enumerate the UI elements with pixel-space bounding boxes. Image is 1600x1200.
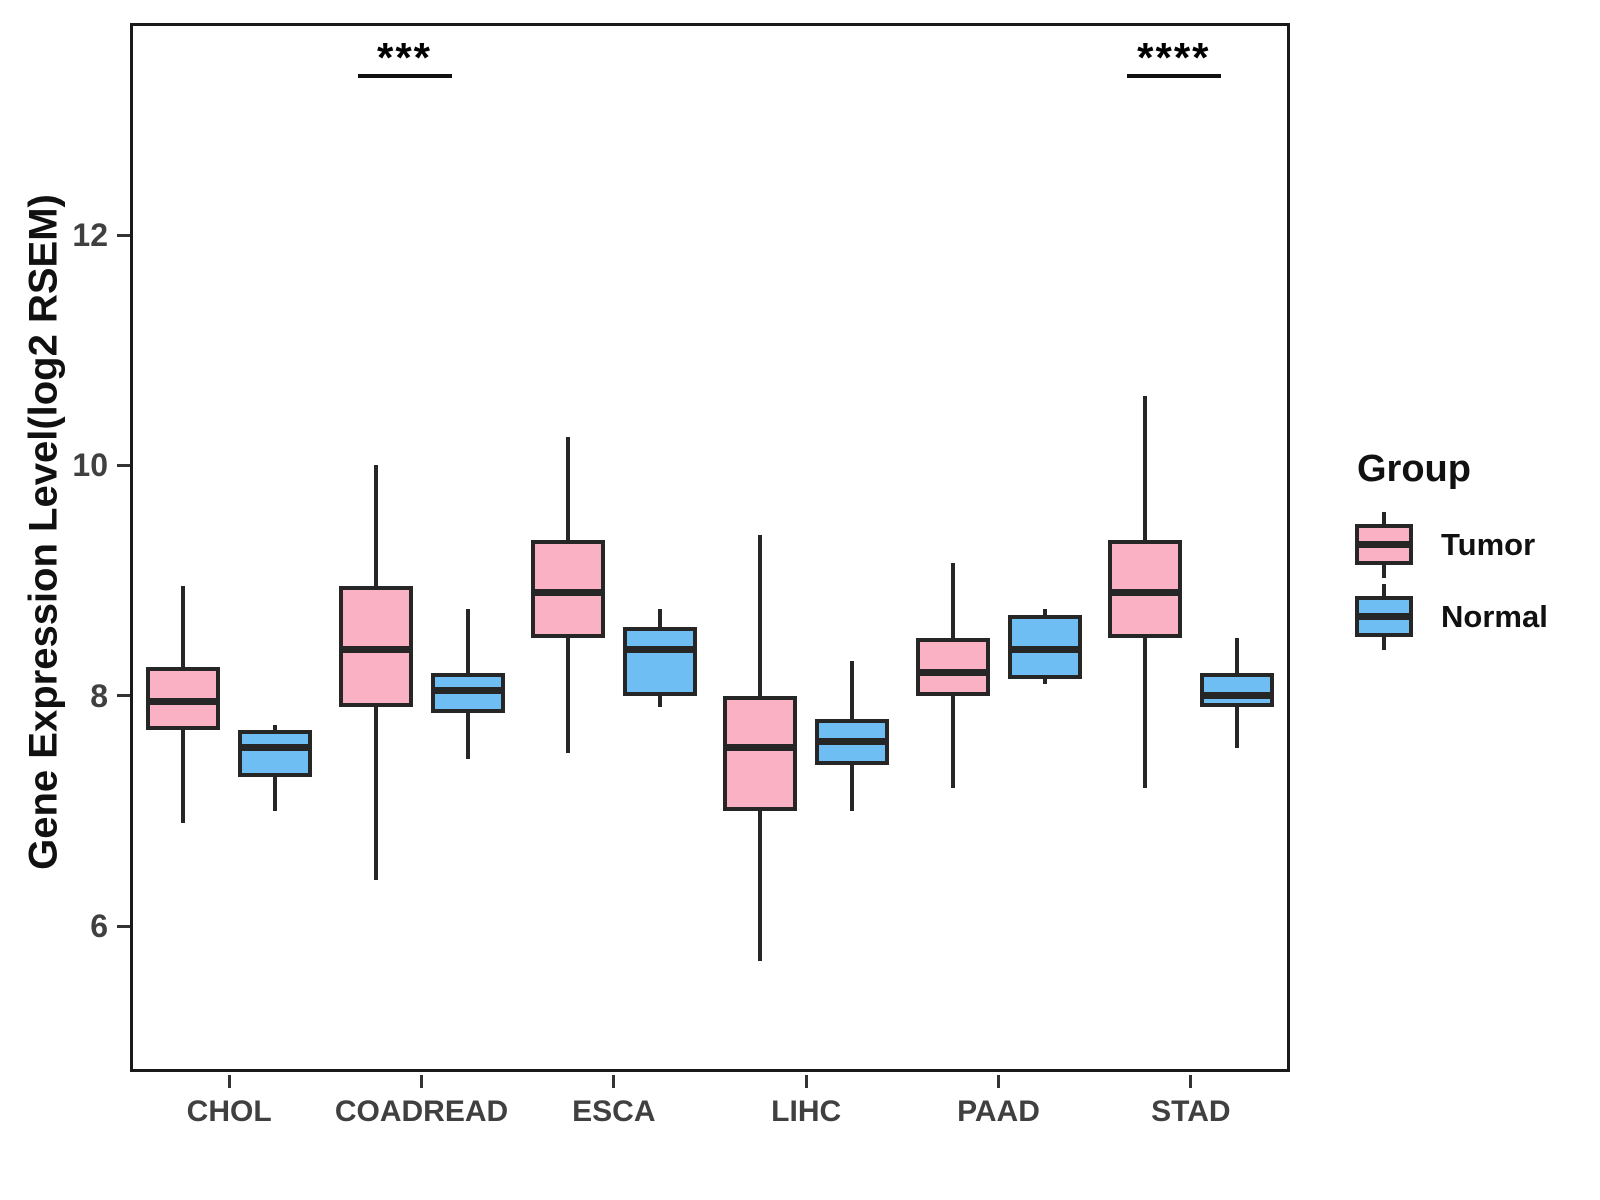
boxplot-median-normal-esca [626,646,693,654]
legend-label-tumor: Tumor [1441,527,1536,562]
legend-key-whisker-bottom [1382,637,1386,650]
plot-panel: *** **** [130,23,1290,1072]
boxplot-box-normal-chol [238,730,313,777]
significance-label-coadread: *** [376,34,433,81]
x-tick-mark-lihc [804,1075,808,1088]
boxplot-box-normal-paad [1007,615,1082,679]
boxplot-median-tumor-coadread [342,646,409,654]
boxplot-box-tumor-coadread [338,586,413,708]
significance-line-coadread [357,74,452,78]
boxplot-box-tumor-lihc [723,695,798,812]
legend-key-median [1359,541,1409,548]
x-tick-label-chol: CHOL [186,1095,272,1128]
boxplot-median-tumor-chol [150,698,217,706]
y-tick-mark-8 [117,694,130,698]
boxplot-box-tumor-stad [1107,540,1182,639]
boxplot-median-tumor-esca [534,588,601,596]
legend-title: Group [1357,448,1471,490]
boxplot-box-tumor-paad [915,638,990,696]
boxplot-median-tumor-lihc [727,744,794,752]
y-tick-mark-10 [117,463,130,467]
boxplot-box-tumor-chol [146,667,221,731]
legend: Group Tumor Normal [1355,448,1600,653]
x-tick-label-esca: ESCA [572,1095,656,1128]
boxplot-box-tumor-esca [530,540,605,639]
boxplot-box-normal-stad [1199,672,1274,708]
boxplot-box-normal-esca [622,626,697,696]
legend-key-median [1359,613,1409,620]
y-tick-label-6: 6 [90,908,108,945]
x-tick-mark-stad [1189,1075,1193,1088]
x-tick-label-coadread: COADREAD [334,1095,509,1128]
x-tick-label-lihc: LIHC [771,1095,842,1128]
boxplot-median-normal-coadread [434,686,501,694]
boxplot-median-normal-chol [242,744,309,752]
x-tick-mark-esca [612,1075,616,1088]
boxplot-median-tumor-stad [1111,588,1178,596]
x-tick-mark-coadread [420,1075,423,1088]
significance-line-stad [1126,74,1221,78]
boxplot-median-tumor-paad [919,669,986,677]
y-tick-mark-12 [117,233,130,237]
legend-key-whisker-top [1382,584,1386,597]
legend-label-normal: Normal [1441,599,1548,634]
legend-key-whisker-top [1382,512,1386,525]
legend-row-normal: Normal [1355,581,1600,653]
legend-key-whisker-bottom [1382,565,1386,578]
boxplot-median-normal-stad [1203,692,1270,700]
legend-key-box-tumor [1355,524,1413,565]
boxplot-box-normal-coadread [430,672,505,714]
boxplot-median-normal-lihc [819,738,886,746]
boxplot-median-normal-paad [1011,646,1078,654]
legend-key-boxplot-icon-tumor [1355,512,1413,578]
x-tick-label-paad: PAAD [957,1095,1040,1128]
x-tick-mark-paad [997,1075,1000,1088]
y-axis-title: Gene Expression Level(log2 RSEM) [21,194,66,870]
boxplot-box-normal-lihc [815,718,890,765]
legend-key-boxplot-icon-normal [1355,584,1413,650]
significance-label-stad: **** [1137,34,1211,81]
y-tick-label-12: 12 [72,217,108,254]
legend-row-tumor: Tumor [1355,509,1600,581]
x-tick-mark-chol [227,1075,231,1088]
y-tick-mark-6 [117,924,130,928]
x-tick-label-stad: STAD [1151,1095,1231,1128]
y-tick-label-10: 10 [72,447,108,484]
y-tick-label-8: 8 [90,677,108,714]
legend-key-box-normal [1355,596,1413,637]
legend-keys: Tumor Normal [1355,509,1600,653]
